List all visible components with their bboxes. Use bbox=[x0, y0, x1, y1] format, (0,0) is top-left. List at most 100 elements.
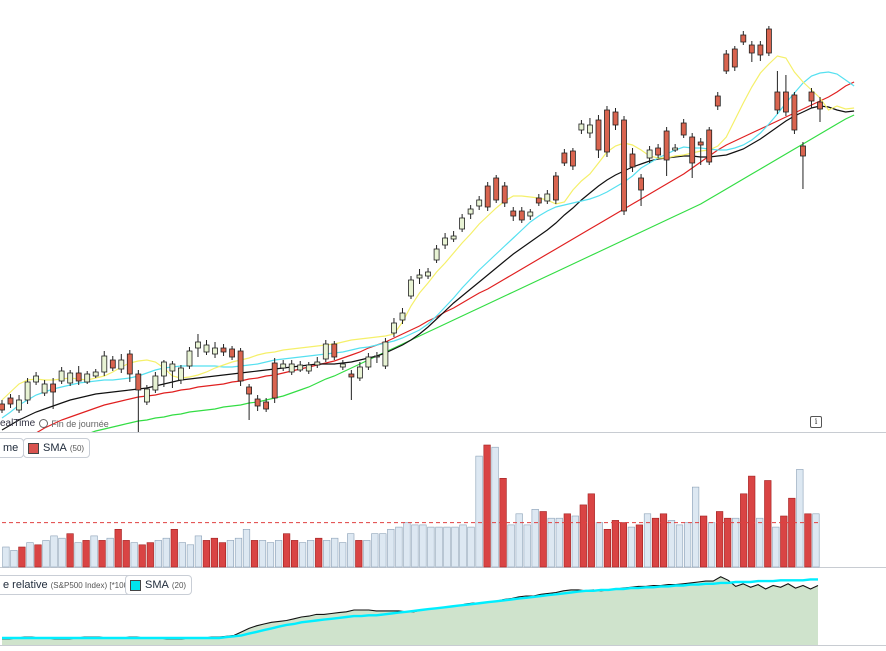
volume-bar bbox=[306, 540, 315, 568]
volume-bar bbox=[218, 542, 227, 568]
volume-bar bbox=[34, 544, 42, 568]
volume-bar bbox=[290, 540, 299, 568]
candle bbox=[288, 363, 295, 373]
realtime-option-label[interactable]: ealTime bbox=[0, 418, 36, 429]
volume-bar bbox=[194, 535, 203, 568]
candle bbox=[92, 371, 99, 377]
candle bbox=[800, 145, 806, 157]
end-of-day-radio[interactable] bbox=[39, 419, 49, 428]
volume-bar bbox=[347, 533, 355, 568]
volume-bar bbox=[547, 517, 555, 568]
candle bbox=[101, 355, 108, 373]
candle bbox=[450, 235, 457, 240]
sma50-legend-chip[interactable]: SMA (50) bbox=[23, 438, 91, 458]
candle bbox=[203, 344, 210, 353]
volume-bar bbox=[42, 540, 50, 568]
volume-bar bbox=[66, 533, 74, 568]
volume-bar bbox=[210, 537, 219, 568]
volume-bar bbox=[683, 522, 692, 568]
volume-bar bbox=[242, 528, 251, 568]
volume-bar bbox=[411, 524, 419, 568]
volume-bar bbox=[339, 542, 347, 568]
volume-bar bbox=[90, 535, 98, 568]
volume-bar bbox=[114, 528, 122, 568]
volume-bar bbox=[507, 524, 515, 568]
candle bbox=[757, 44, 764, 56]
volume-bar bbox=[764, 480, 772, 568]
sma20-legend-chip[interactable]: SMA (20) bbox=[125, 575, 193, 595]
candle bbox=[740, 34, 747, 43]
volume-bar bbox=[74, 542, 82, 568]
candle bbox=[638, 177, 644, 191]
candle bbox=[484, 185, 491, 208]
volume-bar bbox=[491, 446, 499, 568]
candle bbox=[646, 149, 653, 159]
volume-bar bbox=[323, 540, 331, 568]
candle bbox=[714, 95, 721, 107]
volume-bar bbox=[483, 444, 491, 568]
volume-bar bbox=[146, 542, 154, 568]
volume-bar bbox=[571, 515, 579, 568]
volume-bar bbox=[780, 515, 788, 568]
volume-bar bbox=[226, 540, 235, 568]
candle bbox=[535, 197, 542, 204]
volume-bar bbox=[563, 513, 571, 568]
candle bbox=[135, 373, 142, 391]
volume-bar bbox=[740, 493, 748, 568]
volume-bar bbox=[772, 526, 780, 568]
candle bbox=[433, 248, 440, 261]
volume-bar bbox=[451, 526, 459, 568]
candle bbox=[118, 359, 125, 370]
volume-bar bbox=[579, 504, 587, 568]
volume-bar bbox=[732, 517, 740, 568]
end-of-day-option-label[interactable]: Fin de journée bbox=[51, 418, 109, 429]
volume-bar bbox=[122, 540, 130, 568]
candle bbox=[152, 375, 159, 391]
relative-legend-chip[interactable]: e relative (S&P500 Index) [*100] bbox=[0, 575, 137, 595]
sma20-legend-label: SMA bbox=[145, 579, 169, 591]
volume-legend-chip[interactable]: me bbox=[0, 438, 25, 458]
candle bbox=[723, 53, 730, 72]
candle bbox=[459, 217, 466, 230]
volume-bar bbox=[555, 517, 563, 568]
sma20-legend-param: (20) bbox=[171, 580, 187, 590]
volume-bar bbox=[804, 513, 812, 568]
candle bbox=[399, 312, 406, 321]
candle bbox=[84, 373, 91, 383]
volume-bar bbox=[611, 520, 619, 568]
volume-bar bbox=[699, 515, 708, 568]
candle bbox=[109, 359, 116, 369]
volume-bar bbox=[587, 493, 595, 568]
candle bbox=[553, 175, 559, 201]
relative-strength-panel bbox=[2, 576, 819, 645]
candle bbox=[587, 124, 593, 134]
volume-bar bbox=[748, 475, 756, 568]
volume-bar bbox=[298, 542, 307, 568]
candle bbox=[0, 403, 5, 411]
volume-bar bbox=[467, 526, 475, 568]
candle bbox=[629, 153, 636, 168]
volume-bar bbox=[691, 486, 700, 568]
volume-bar bbox=[796, 469, 804, 568]
candle bbox=[621, 119, 627, 212]
volume-bar bbox=[603, 528, 611, 568]
volume-bar bbox=[419, 524, 427, 568]
candle bbox=[467, 208, 474, 215]
volume-bar bbox=[50, 535, 58, 568]
volume-bar bbox=[138, 544, 146, 568]
volume-bar bbox=[250, 540, 259, 568]
sma50-legend-param: (50) bbox=[69, 443, 85, 453]
candle bbox=[7, 397, 14, 405]
candle bbox=[595, 119, 602, 151]
volume-bar bbox=[523, 524, 531, 568]
info-icon[interactable]: i bbox=[810, 416, 822, 428]
volume-bar bbox=[812, 513, 820, 568]
candle bbox=[791, 94, 798, 131]
volume-bar bbox=[274, 540, 283, 568]
volume-bar bbox=[379, 533, 387, 568]
candle bbox=[186, 350, 193, 367]
volume-bar bbox=[675, 524, 684, 568]
candle bbox=[365, 356, 372, 368]
candle bbox=[655, 147, 661, 156]
